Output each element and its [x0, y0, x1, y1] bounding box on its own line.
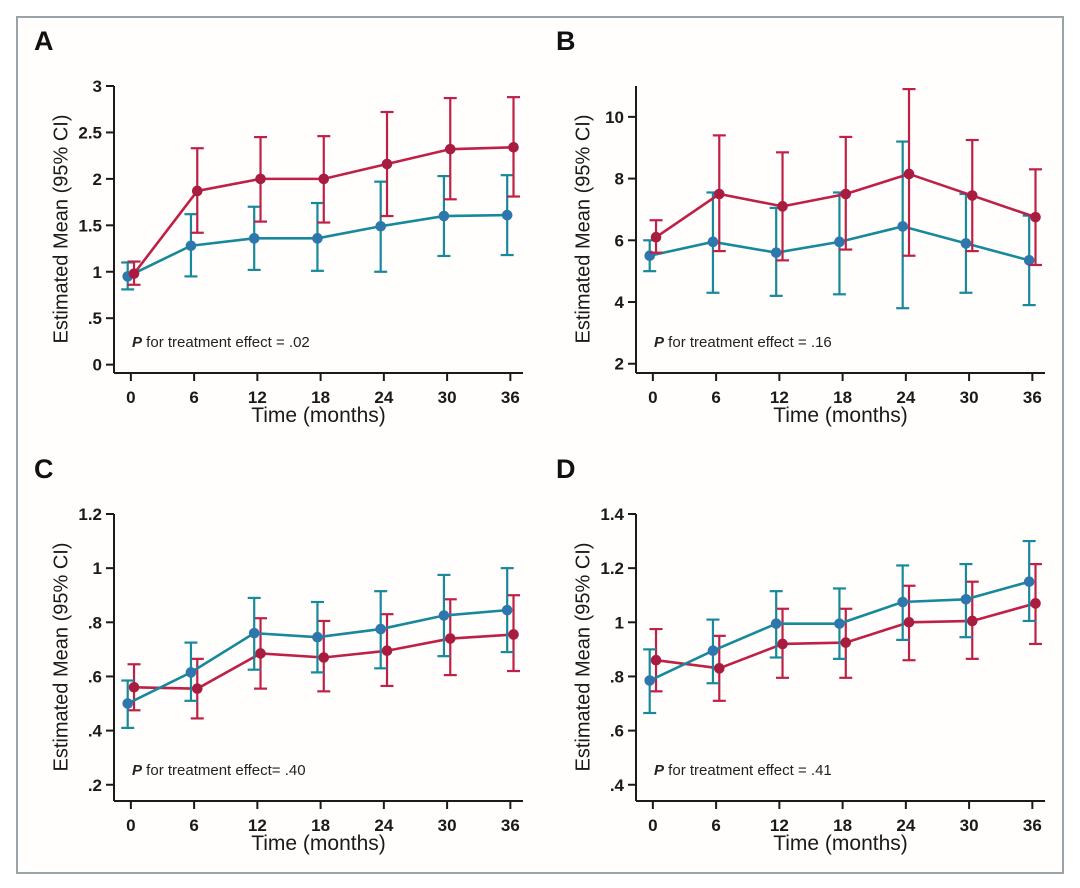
svg-text:10: 10 [605, 108, 624, 127]
p-symbol: P [654, 334, 665, 351]
svg-text:2.5: 2.5 [78, 123, 102, 142]
svg-text:1.4: 1.4 [600, 505, 624, 524]
panel-b-y-axis-title: Estimated Mean (95% CI) [572, 114, 595, 344]
svg-text:2: 2 [93, 170, 102, 189]
svg-text:24: 24 [374, 816, 393, 835]
svg-text:3: 3 [93, 77, 102, 96]
p-value-text: for treatment effect= .40 [142, 762, 306, 779]
panel-a-p-value-annotation: P for treatment effect = .02 [132, 334, 310, 351]
svg-text:.2: .2 [88, 776, 102, 795]
svg-text:1: 1 [615, 613, 624, 632]
panel-a-letter: A [34, 26, 54, 56]
svg-text:36: 36 [501, 388, 520, 407]
svg-text:30: 30 [438, 816, 457, 835]
svg-text:6: 6 [711, 388, 720, 407]
svg-text:2: 2 [615, 355, 624, 374]
svg-text:0: 0 [126, 388, 135, 407]
line-chart-panel-a: 0.511.522.530 6 12 18 24 30 36 [78, 77, 523, 407]
svg-text:18: 18 [833, 388, 852, 407]
svg-text:12: 12 [248, 816, 267, 835]
svg-text:6: 6 [189, 388, 198, 407]
p-value-text: for treatment effect = .41 [664, 762, 832, 779]
svg-text:.8: .8 [88, 613, 102, 632]
svg-text:.5: .5 [88, 309, 102, 328]
svg-text:0: 0 [93, 356, 102, 375]
svg-text:18: 18 [311, 816, 330, 835]
panel-c-x-axis-title: Time (months) [251, 832, 386, 855]
svg-text:12: 12 [770, 816, 789, 835]
svg-text:1.2: 1.2 [600, 559, 624, 578]
panel-c: .2 .4 .6 .8 1 1.2 0 6 12 18 24 30 36 C Estimated Mea… [18, 446, 539, 868]
p-symbol: P [132, 762, 143, 779]
svg-text:8: 8 [615, 170, 624, 189]
panel-d-letter: D [556, 454, 576, 484]
svg-text:30: 30 [438, 388, 457, 407]
svg-text:24: 24 [374, 388, 393, 407]
panel-c-letter: C [34, 454, 54, 484]
svg-text:6: 6 [615, 231, 624, 250]
p-symbol: P [132, 334, 143, 351]
svg-text:12: 12 [770, 388, 789, 407]
line-chart-panel-d: .4 .6 .8 1 1.2 1.4 0 6 12 18 24 30 36 [600, 505, 1045, 835]
p-value-text: for treatment effect = .16 [664, 334, 832, 351]
svg-text:18: 18 [833, 816, 852, 835]
panel-c-y-axis-title: Estimated Mean (95% CI) [50, 542, 73, 772]
svg-text:24: 24 [896, 816, 915, 835]
svg-text:36: 36 [1023, 816, 1042, 835]
svg-text:.4: .4 [610, 776, 625, 795]
svg-text:6: 6 [711, 816, 720, 835]
svg-text:.4: .4 [88, 722, 103, 741]
svg-text:0: 0 [648, 388, 657, 407]
panel-b-letter: B [556, 26, 576, 56]
panel-d-x-axis-title: Time (months) [773, 832, 908, 855]
svg-text:1: 1 [93, 559, 102, 578]
panel-b: 2 4 6 8 10 0 6 12 18 24 30 36 B Estimated Mean (95%… [540, 18, 1061, 440]
svg-text:36: 36 [1023, 388, 1042, 407]
panel-d-y-axis-title: Estimated Mean (95% CI) [572, 542, 595, 772]
line-chart-panel-c: .2 .4 .6 .8 1 1.2 0 6 12 18 24 30 36 [78, 505, 523, 835]
svg-text:1: 1 [93, 263, 102, 282]
svg-text:0: 0 [126, 816, 135, 835]
svg-text:4: 4 [615, 293, 625, 312]
svg-text:30: 30 [960, 816, 979, 835]
svg-text:.8: .8 [610, 667, 624, 686]
panel-a-x-axis-title: Time (months) [251, 404, 386, 427]
svg-text:0: 0 [648, 816, 657, 835]
panel-b-x-axis-title: Time (months) [773, 404, 908, 427]
svg-text:1.2: 1.2 [78, 505, 102, 524]
panel-b-p-value-annotation: P for treatment effect = .16 [654, 334, 832, 351]
svg-text:24: 24 [896, 388, 915, 407]
svg-text:.6: .6 [88, 667, 102, 686]
panel-a: 0.5 1 1.5 2 2.5 3 0 6 12 18 24 30 36 A Estimated Mea… [18, 18, 539, 440]
svg-text:1.5: 1.5 [78, 216, 102, 235]
p-value-text: for treatment effect = .02 [142, 334, 310, 351]
figure-border: 0.5 1 1.5 2 2.5 3 0 6 12 18 24 30 36 A Estimated Mea… [16, 16, 1064, 874]
svg-text:18: 18 [311, 388, 330, 407]
svg-text:30: 30 [960, 388, 979, 407]
panel-d-p-value-annotation: P for treatment effect = .41 [654, 762, 832, 779]
svg-text:6: 6 [189, 816, 198, 835]
svg-text:36: 36 [501, 816, 520, 835]
panel-c-p-value-annotation: P for treatment effect= .40 [132, 762, 306, 779]
panel-d: .4 .6 .8 1 1.2 1.4 0 6 12 18 24 30 36 D Estimated Me… [540, 446, 1061, 868]
panel-a-y-axis-title: Estimated Mean (95% CI) [50, 114, 73, 344]
svg-text:12: 12 [248, 388, 267, 407]
svg-text:.6: .6 [610, 722, 624, 741]
p-symbol: P [654, 762, 665, 779]
